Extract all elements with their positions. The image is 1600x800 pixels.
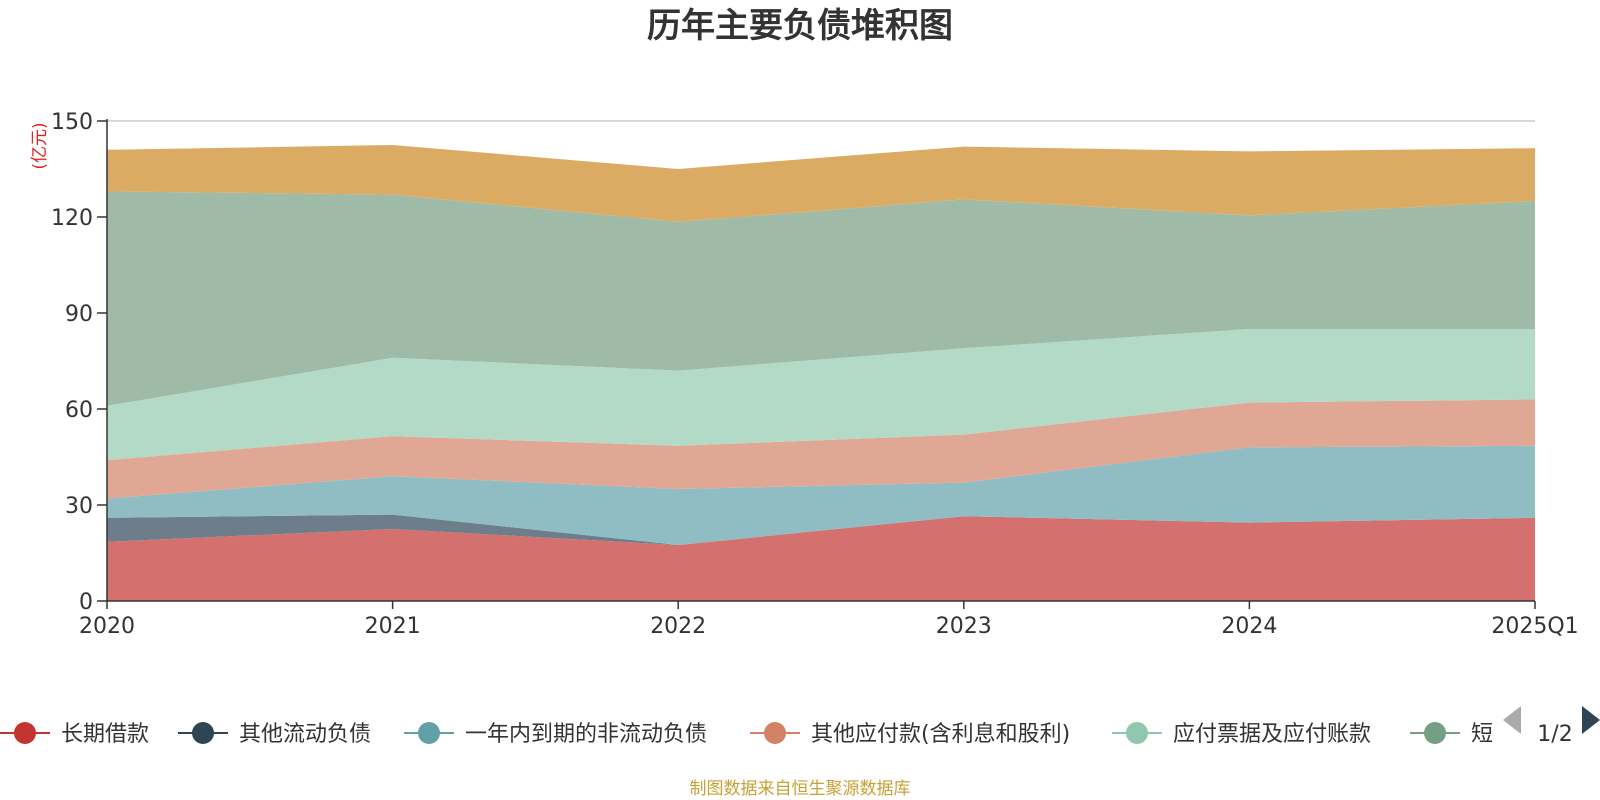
legend-marker-icon [1424, 722, 1446, 744]
axes [106, 119, 1535, 602]
y-tick-label: 0 [79, 590, 93, 615]
x-axis-ticks: 2020 2021 2022 2023 2024 2025Q1 [79, 601, 1579, 639]
y-tick-label: 120 [51, 206, 93, 231]
legend-pager: 1/2 [1503, 706, 1600, 747]
legend-item[interactable]: 其他流动负债 [178, 722, 371, 747]
legend-page-indicator: 1/2 [1537, 722, 1572, 747]
area-series-6 [107, 145, 1535, 222]
legend-label: 应付票据及应付账款 [1173, 722, 1371, 747]
y-tick-label: 150 [51, 110, 93, 135]
area-series-2 [107, 445, 1535, 545]
x-tick-label: 2021 [365, 614, 421, 639]
x-tick-label: 2024 [1221, 614, 1277, 639]
x-tick-label: 2022 [650, 614, 706, 639]
area-series-5 [107, 191, 1535, 406]
legend-item[interactable]: 其他应付款(含利息和股利) [750, 722, 1070, 747]
legend-item[interactable]: 应付票据及应付账款 [1112, 722, 1371, 747]
x-tick-label: 2025Q1 [1491, 614, 1578, 639]
area-series-4 [107, 329, 1535, 461]
legend-marker-icon [764, 722, 786, 744]
legend-item[interactable]: 短 [1410, 722, 1493, 747]
source-note: 制图数据来自恒生聚源数据库 [690, 779, 911, 799]
area-series-1 [107, 514, 1535, 545]
x-tick-label: 2023 [936, 614, 992, 639]
legend-next-icon[interactable] [1582, 706, 1600, 734]
legend-label: 短 [1471, 722, 1493, 747]
legend-label: 长期借款 [61, 722, 149, 747]
legend-label: 一年内到期的非流动负债 [465, 722, 707, 747]
y-axis-unit: (亿元) [30, 122, 50, 169]
legend-marker-icon [1126, 722, 1148, 744]
area-series-3 [107, 399, 1535, 499]
legend-prev-icon[interactable] [1503, 706, 1521, 734]
legend-marker-icon [14, 722, 36, 744]
legend-label: 其他流动负债 [239, 722, 371, 747]
legend-label: 其他应付款(含利息和股利) [811, 722, 1070, 747]
x-tick-label: 2020 [79, 614, 135, 639]
legend: 长期借款 其他流动负债 一年内到期的非流动负债 其他应付款(含利息和股利) 应付票据及应… [0, 722, 1493, 747]
legend-item[interactable]: 长期借款 [0, 722, 149, 747]
area-series-0 [107, 516, 1535, 601]
chart-title: 历年主要负债堆积图 [647, 6, 953, 46]
legend-marker-icon [418, 722, 440, 744]
legend-item[interactable]: 一年内到期的非流动负债 [404, 722, 707, 747]
y-tick-label: 30 [65, 494, 93, 519]
y-tick-label: 90 [65, 302, 93, 327]
stacked-areas [107, 145, 1535, 601]
legend-marker-icon [192, 722, 214, 744]
y-axis-ticks: 0 30 60 90 120 150 [51, 110, 107, 615]
y-tick-label: 60 [65, 398, 93, 423]
